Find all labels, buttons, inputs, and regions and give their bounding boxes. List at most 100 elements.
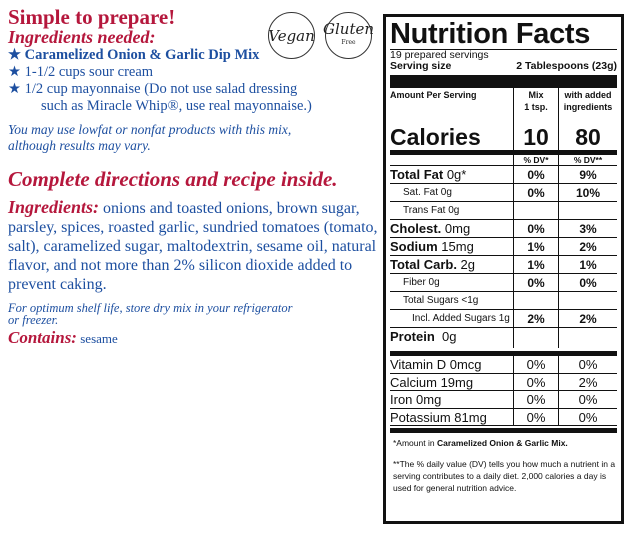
vitamin-row: Iron 0mg 0% 0% xyxy=(390,391,617,409)
dv-header-row: % DV* % DV** xyxy=(390,155,617,166)
nutrient-row: Sodium 15mg 1% 2% xyxy=(390,238,617,256)
nutrition-title: Nutrition Facts xyxy=(390,17,617,50)
dv-mix-value: 0% xyxy=(527,222,545,236)
dv-mix-value xyxy=(514,328,558,348)
note-line: although results may vary. xyxy=(8,138,151,153)
nutrient-label: Incl. Added Sugars 1g xyxy=(390,310,513,328)
servings: 19 prepared servings xyxy=(390,49,489,61)
dv-mix-value xyxy=(514,202,558,220)
nutrient-label: Fiber 0g xyxy=(390,274,513,292)
dv-mix: % DV* xyxy=(523,155,549,165)
contains-value: sesame xyxy=(76,331,118,346)
nutrient-name: Protein xyxy=(390,329,435,344)
lowfat-note: You may use lowfat or nonfat products wi… xyxy=(8,122,378,154)
nutrient-label: Sodium 15mg xyxy=(390,238,513,256)
calories-mix: 10 xyxy=(523,124,549,150)
divider xyxy=(390,428,617,433)
nutrient-amount: 0g* xyxy=(443,167,467,182)
dv-added-value xyxy=(559,328,617,348)
note-line: For optimum shelf life, store dry mix in… xyxy=(8,301,293,315)
dv-mix-value: 0% xyxy=(526,392,546,407)
mix-header: Mix 1 tsp. xyxy=(514,88,558,125)
vitamin-label: Calcium 19mg xyxy=(390,374,474,390)
dv-mix-value: 0% xyxy=(526,357,546,372)
dv-added-value: 0% xyxy=(579,276,597,290)
nutrient-name: Fiber 0g xyxy=(403,277,440,288)
nutrient-amount: 2g xyxy=(456,257,476,272)
dv-added-value: 3% xyxy=(579,222,597,236)
nutrient-name: Cholest. xyxy=(390,221,442,236)
dv-added-value: 9% xyxy=(579,168,597,182)
dv-mix-value: 0% xyxy=(526,374,546,390)
nutrient-label: Cholest. 0mg xyxy=(390,220,513,238)
nutrient-name: Trans Fat 0g xyxy=(403,205,460,216)
nutrient-name: Incl. Added Sugars 1g xyxy=(412,313,510,324)
nutrient-row: Total Sugars <1g xyxy=(390,292,617,310)
ingredients-label: Ingredients: xyxy=(8,197,100,217)
nutrient-name: Total Fat xyxy=(390,167,444,182)
list-item: ★ Caramelized Onion & Garlic Dip Mix xyxy=(8,47,260,63)
nutrition-facts-panel: Nutrition Facts 19 prepared servings Ser… xyxy=(383,14,624,524)
nutrient-name: Total Sugars <1g xyxy=(403,295,479,306)
directions-heading: Complete directions and recipe inside. xyxy=(8,167,338,191)
gluten-text: Gluten xyxy=(323,19,375,38)
contains-label: Contains: xyxy=(8,328,77,347)
dv-added: % DV** xyxy=(573,155,603,165)
nutrient-amount: 0mg xyxy=(441,221,471,236)
footnote-amount: *Amount in Caramelized Onion & Garlic Mi… xyxy=(390,437,617,449)
dv-added-value: 1% xyxy=(579,258,597,272)
vitamin-row: Potassium 81mg 0% 0% xyxy=(390,408,617,426)
divider xyxy=(390,351,617,356)
nutrient-name: Sodium xyxy=(390,239,438,254)
dv-added-value: 2% xyxy=(579,312,597,326)
dv-added-value: 0% xyxy=(578,409,598,425)
nutrient-label: Protein 0g xyxy=(390,328,513,348)
nutrient-label: Total Carb. 2g xyxy=(390,256,513,274)
vitamin-row: Vitamin D 0mcg 0% 0% xyxy=(390,356,617,374)
note-line: or freezer. xyxy=(8,313,59,327)
vitamin-label: Iron 0mg xyxy=(390,392,442,407)
col-header: Mix xyxy=(528,90,544,100)
col-header: with added xyxy=(564,90,612,100)
dv-mix-value: 1% xyxy=(527,240,545,254)
vegan-badge-icon: Vegan xyxy=(268,12,315,59)
note-line: You may use lowfat or nonfat products wi… xyxy=(8,122,292,137)
calories-added: 80 xyxy=(575,124,601,150)
nutrient-amount: 0g xyxy=(434,329,457,344)
vitamin-row: Calcium 19mg 0% 2% xyxy=(390,373,617,391)
divider xyxy=(390,75,617,88)
dv-mix-value: 0% xyxy=(527,276,545,290)
free-text: Free xyxy=(341,38,356,46)
ingredients-text: onions and toasted onions, brown sugar, … xyxy=(8,200,378,293)
list-item: ★ 1/2 cup mayonnaise (Do not use salad d… xyxy=(8,81,298,97)
shelf-life-note: For optimum shelf life, store dry mix in… xyxy=(8,301,378,327)
column-header-row: Amount Per Serving Mix 1 tsp. with added i… xyxy=(390,88,617,125)
dv-added-value: 0% xyxy=(578,392,598,407)
headline: Simple to prepare! xyxy=(8,5,176,29)
nutrient-row: Sat. Fat 0g 0% 10% xyxy=(390,184,617,202)
nutrient-row: Incl. Added Sugars 1g 2% 2% xyxy=(390,310,617,328)
dv-added-value: 2% xyxy=(579,240,597,254)
dv-mix-value xyxy=(514,292,558,310)
divider xyxy=(390,150,617,155)
nutrient-row: Cholest. 0mg 0% 3% xyxy=(390,220,617,238)
dv-mix-value: 0% xyxy=(527,168,545,182)
dv-added-value: 2% xyxy=(578,374,598,390)
dv-mix-value: 2% xyxy=(527,312,545,326)
list-item: such as Miracle Whip®, use real mayonnai… xyxy=(41,98,312,114)
nutrient-label: Trans Fat 0g xyxy=(390,202,513,220)
dv-added-value xyxy=(559,292,617,310)
calories-label: Calories xyxy=(390,124,481,150)
contains-line: Contains: sesame xyxy=(8,328,378,348)
serving-size-value: 2 Tablespoons (23g) xyxy=(516,60,617,72)
nutrient-label: Sat. Fat 0g xyxy=(390,184,513,202)
nutrient-row: Total Fat 0g* 0% 9% xyxy=(390,166,617,184)
list-item: ★ 1-1/2 cups sour cream xyxy=(8,64,154,80)
col-sub: 1 tsp. xyxy=(524,102,548,112)
vitamin-label: Potassium 81mg xyxy=(390,409,487,425)
amount-per-serving: Amount Per Serving xyxy=(390,90,477,100)
nutrient-row: Total Carb. 2g 1% 1% xyxy=(390,256,617,274)
dv-mix-value: 0% xyxy=(526,409,546,425)
nutrient-label: Total Sugars <1g xyxy=(390,292,513,310)
vegan-text: Vegan xyxy=(268,26,315,45)
